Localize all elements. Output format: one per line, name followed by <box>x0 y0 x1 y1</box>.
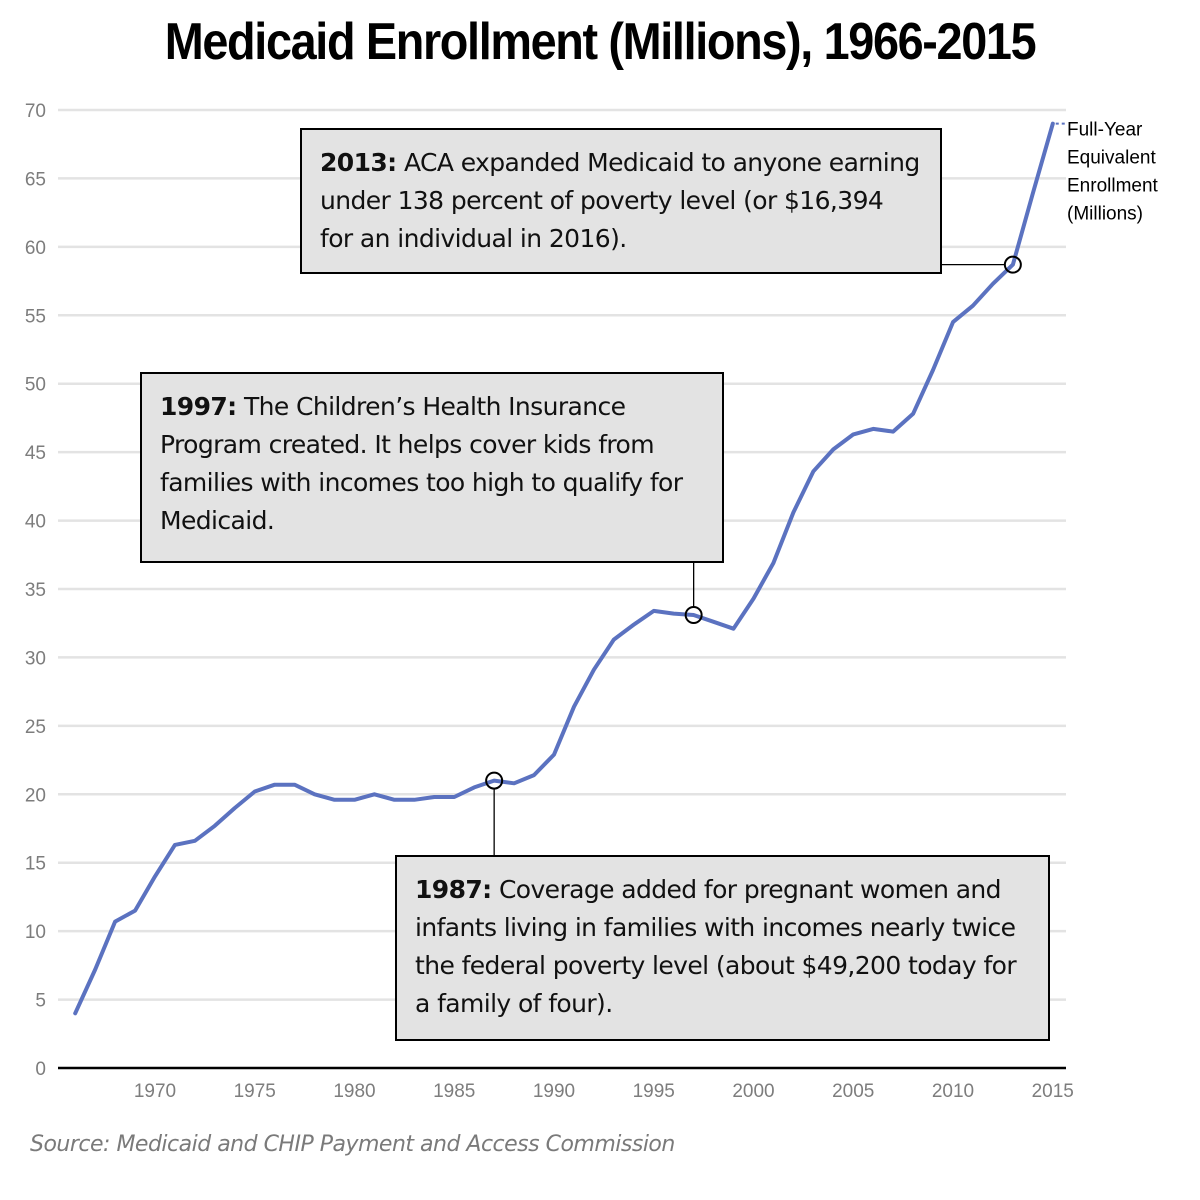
data-point-2005 <box>851 432 855 436</box>
data-point-1968 <box>113 920 117 924</box>
data-point-1980 <box>353 798 357 802</box>
data-point-1991 <box>572 705 576 709</box>
data-point-2011 <box>971 304 975 308</box>
data-point-2007 <box>891 430 895 434</box>
data-point-1973 <box>213 824 217 828</box>
data-point-2000 <box>752 597 756 601</box>
annotation-2013-text: ACA expanded Medicaid to anyone earning … <box>320 148 920 253</box>
y-tick-label: 10 <box>25 922 46 943</box>
data-point-1994 <box>632 623 636 627</box>
y-tick-label: 5 <box>35 991 46 1012</box>
data-point-2014 <box>1031 191 1035 195</box>
data-point-2010 <box>951 320 955 324</box>
x-axis-ticks: 1970 1975 1980 1985 1990 1995 2000 2005 2010 2015 <box>134 1081 1074 1102</box>
series-line-enrollment <box>73 121 1055 1016</box>
data-point-1996 <box>672 612 676 616</box>
x-tick-label: 1975 <box>234 1081 276 1102</box>
x-tick-label: 1995 <box>633 1081 675 1102</box>
x-tick-label: 1970 <box>134 1081 176 1102</box>
data-point-1986 <box>472 785 476 789</box>
data-point-2003 <box>811 469 815 473</box>
chart-title: Medicaid Enrollment (Millions), 1966-201… <box>164 13 1037 71</box>
annotation-2013: 2013: ACA expanded Medicaid to anyone ea… <box>300 128 942 274</box>
y-tick-label: 60 <box>25 238 46 259</box>
y-tick-label: 50 <box>25 375 46 396</box>
y-tick-label: 55 <box>25 306 46 327</box>
data-point-1971 <box>173 843 177 847</box>
annotation-marker-2013 <box>1003 255 1022 274</box>
data-point-1966 <box>73 1011 77 1015</box>
data-point-1981 <box>372 792 376 796</box>
annotation-marker-1987 <box>485 771 504 790</box>
y-tick-label: 45 <box>25 443 46 464</box>
y-tick-label: 0 <box>35 1059 46 1080</box>
y-tick-label: 30 <box>25 648 46 669</box>
y-tick-label: 35 <box>25 580 46 601</box>
data-point-2009 <box>931 368 935 372</box>
data-point-1982 <box>392 798 396 802</box>
annotation-1987-text: Coverage added for pregnant women and in… <box>415 875 1017 1018</box>
x-tick-label: 2010 <box>932 1081 974 1102</box>
data-point-1987 <box>492 779 496 783</box>
data-point-1974 <box>233 806 237 810</box>
data-point-1998 <box>712 620 716 624</box>
data-point-2004 <box>831 447 835 451</box>
data-point-1988 <box>512 781 516 785</box>
series-label: Full-Year Equivalent Enrollment (Millions) <box>1067 120 1159 225</box>
data-point-2002 <box>791 510 795 514</box>
data-point-1979 <box>333 798 337 802</box>
y-tick-label: 15 <box>25 854 46 875</box>
data-point-2001 <box>771 561 775 565</box>
data-point-2008 <box>911 412 915 416</box>
annotation-1997-year: 1997: <box>160 392 237 421</box>
annotation-1987-year: 1987: <box>415 875 492 904</box>
data-point-1985 <box>452 795 456 799</box>
data-point-2013 <box>1011 263 1015 267</box>
data-point-1967 <box>93 967 97 971</box>
data-point-1993 <box>612 638 616 642</box>
data-point-1999 <box>732 627 736 631</box>
data-point-2006 <box>871 427 875 431</box>
data-point-1997 <box>692 613 696 617</box>
data-point-1992 <box>592 668 596 672</box>
data-point-2012 <box>991 282 995 286</box>
data-point-1990 <box>552 753 556 757</box>
data-point-1983 <box>412 798 416 802</box>
series-label-line: Equivalent <box>1067 148 1156 169</box>
x-tick-label: 1990 <box>533 1081 575 1102</box>
data-point-2015 <box>1051 122 1055 126</box>
data-point-1972 <box>193 839 197 843</box>
series-label-line: Enrollment <box>1067 176 1159 197</box>
data-point-1995 <box>652 609 656 613</box>
data-point-1976 <box>273 783 277 787</box>
y-tick-label: 40 <box>25 512 46 533</box>
annotation-1987: 1987: Coverage added for pregnant women … <box>395 855 1050 1041</box>
y-tick-label: 65 <box>25 169 46 190</box>
data-point-1984 <box>432 795 436 799</box>
y-tick-label: 70 <box>25 101 46 122</box>
x-tick-label: 1985 <box>433 1081 475 1102</box>
data-point-1989 <box>532 773 536 777</box>
data-point-1975 <box>253 790 257 794</box>
annotation-1997: 1997: The Children’s Health Insurance Pr… <box>140 372 724 563</box>
annotation-markers <box>485 255 1022 790</box>
data-point-1970 <box>153 874 157 878</box>
x-tick-label: 2015 <box>1032 1081 1074 1102</box>
annotation-2013-year: 2013: <box>320 148 397 177</box>
x-tick-label: 2005 <box>832 1081 874 1102</box>
x-tick-label: 1980 <box>333 1081 375 1102</box>
series-label-line: Full-Year <box>1067 120 1143 141</box>
y-tick-label: 25 <box>25 717 46 738</box>
annotation-leaders <box>493 263 1005 855</box>
y-axis-ticks: 0 5 10 15 20 25 30 35 40 45 50 55 60 65 70 <box>25 101 46 1080</box>
x-tick-label: 2000 <box>732 1081 774 1102</box>
series-label-line: (Millions) <box>1067 204 1143 225</box>
data-point-1978 <box>313 792 317 796</box>
data-point-1977 <box>293 783 297 787</box>
annotation-1997-text: The Children’s Health Insurance Program … <box>160 392 683 535</box>
data-point-1969 <box>133 909 137 913</box>
annotation-marker-1997 <box>684 606 703 625</box>
y-tick-label: 20 <box>25 785 46 806</box>
source-note: Source: Medicaid and CHIP Payment and Ac… <box>30 1132 675 1157</box>
